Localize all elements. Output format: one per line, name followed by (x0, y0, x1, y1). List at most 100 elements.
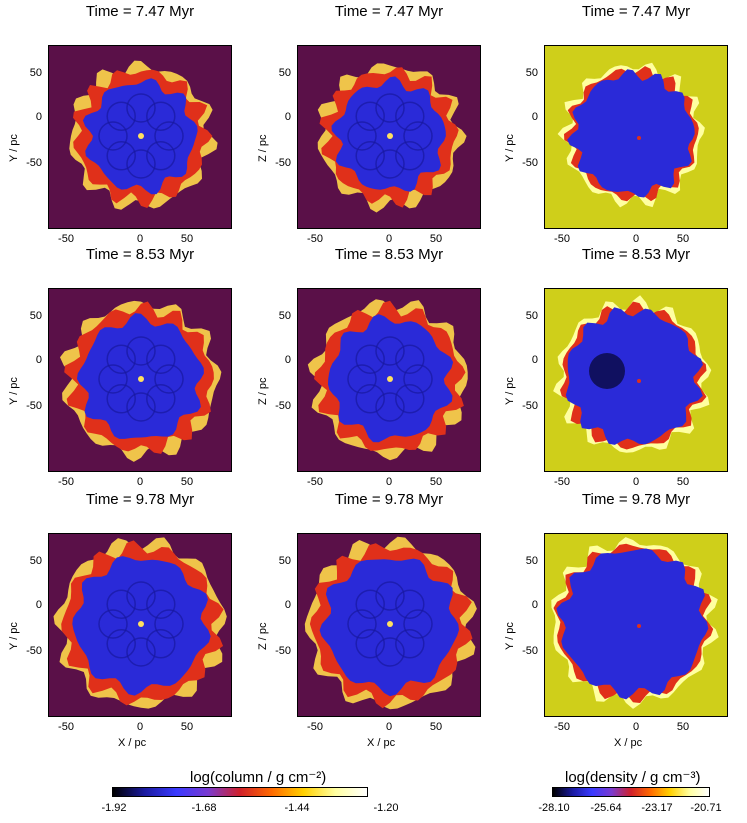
filament (146, 101, 176, 131)
y-tick-label: 50 (29, 555, 42, 567)
y-tick-label: 0 (35, 111, 42, 123)
filament (375, 581, 405, 611)
y-tick-label: 50 (278, 555, 291, 567)
x-tick-label: 0 (136, 233, 144, 245)
filament (154, 121, 184, 151)
bubble-interior (319, 558, 459, 697)
central-source (387, 621, 393, 627)
colorbar-tick-label: -23.17 (641, 802, 673, 814)
panel-image (49, 46, 231, 228)
simulation-panel (297, 45, 481, 229)
y-axis-label: Y / pc (504, 134, 516, 162)
x-tick-label: 50 (180, 233, 194, 245)
panel-title: Time = 8.53 Myr (334, 246, 444, 263)
x-tick-label: 0 (385, 233, 393, 245)
simulation-panel (297, 533, 481, 717)
x-tick-label: 50 (676, 721, 690, 733)
x-tick-label: -50 (554, 233, 570, 245)
filament (106, 384, 136, 414)
simulation-panel (48, 288, 232, 472)
x-tick-label: 0 (632, 721, 640, 733)
y-tick-label: -50 (522, 400, 538, 412)
x-tick-label: -50 (58, 721, 74, 733)
colorbar-title: log(density / g cm⁻³) (565, 769, 701, 786)
x-axis-label: X / pc (118, 737, 147, 749)
y-tick-label: 50 (525, 555, 538, 567)
y-tick-label: 50 (278, 310, 291, 322)
y-tick-label: 0 (35, 599, 42, 611)
y-tick-label: -50 (26, 400, 42, 412)
panel-title: Time = 9.78 Myr (334, 491, 444, 508)
simulation-panel (48, 533, 232, 717)
x-tick-label: -50 (554, 476, 570, 488)
x-tick-label: 0 (385, 721, 393, 733)
filament (375, 637, 405, 667)
simulation-panel (544, 45, 728, 229)
filament (355, 344, 385, 374)
filament (126, 149, 156, 179)
y-tick-label: -50 (522, 645, 538, 657)
colorbar-tick-label: -1.20 (373, 802, 399, 814)
x-tick-label: -50 (307, 476, 323, 488)
colorbar-tick-label: -20.71 (690, 802, 722, 814)
simulation-panel (48, 45, 232, 229)
filament (146, 589, 176, 619)
filament (403, 121, 433, 151)
x-tick-label: 0 (632, 233, 640, 245)
central-source (138, 133, 144, 139)
central-source (637, 136, 641, 140)
bubble-interior (567, 69, 695, 198)
panel-title: Time = 7.47 Myr (334, 3, 444, 20)
central-source (138, 376, 144, 382)
panel-image (298, 534, 480, 716)
x-tick-label: 50 (676, 233, 690, 245)
filament (106, 101, 136, 131)
filament (355, 384, 385, 414)
y-tick-label: 0 (35, 354, 42, 366)
filament (395, 344, 425, 374)
x-axis-label: X / pc (614, 737, 643, 749)
x-tick-label: 50 (180, 721, 194, 733)
filament (126, 392, 156, 422)
filament (403, 364, 433, 394)
filament (395, 141, 425, 171)
y-tick-label: 50 (525, 310, 538, 322)
filament (126, 581, 156, 611)
colorbar-tick-label: -1.44 (284, 802, 310, 814)
filament (355, 101, 385, 131)
simulation-panel (544, 288, 728, 472)
colorbar-tick-label: -1.92 (101, 802, 127, 814)
y-tick-label: 50 (29, 310, 42, 322)
filament (347, 121, 377, 151)
central-source (138, 621, 144, 627)
filament (375, 93, 405, 123)
filament (146, 384, 176, 414)
x-tick-label: -50 (307, 721, 323, 733)
y-tick-label: -50 (275, 400, 291, 412)
filament (126, 637, 156, 667)
y-tick-label: -50 (275, 157, 291, 169)
x-tick-label: -50 (554, 721, 570, 733)
dense-clump (589, 353, 625, 389)
filament (106, 629, 136, 659)
filament (347, 364, 377, 394)
panel-image (49, 289, 231, 471)
y-tick-label: 0 (284, 111, 291, 123)
panel-image (298, 289, 480, 471)
panel-title: Time = 8.53 Myr (85, 246, 195, 263)
y-tick-label: 0 (531, 111, 538, 123)
y-tick-label: 0 (284, 599, 291, 611)
filament (98, 609, 128, 639)
simulation-panel (544, 533, 728, 717)
y-axis-label: Y / pc (8, 377, 20, 405)
y-tick-label: -50 (275, 645, 291, 657)
central-source (637, 624, 641, 628)
panel-title: Time = 7.47 Myr (85, 3, 195, 20)
filament (375, 392, 405, 422)
panel-title: Time = 9.78 Myr (85, 491, 195, 508)
y-axis-label: Y / pc (8, 134, 20, 162)
filament (106, 344, 136, 374)
y-axis-label: Y / pc (8, 622, 20, 650)
bubble-interior (565, 307, 703, 445)
panel-image (545, 289, 727, 471)
